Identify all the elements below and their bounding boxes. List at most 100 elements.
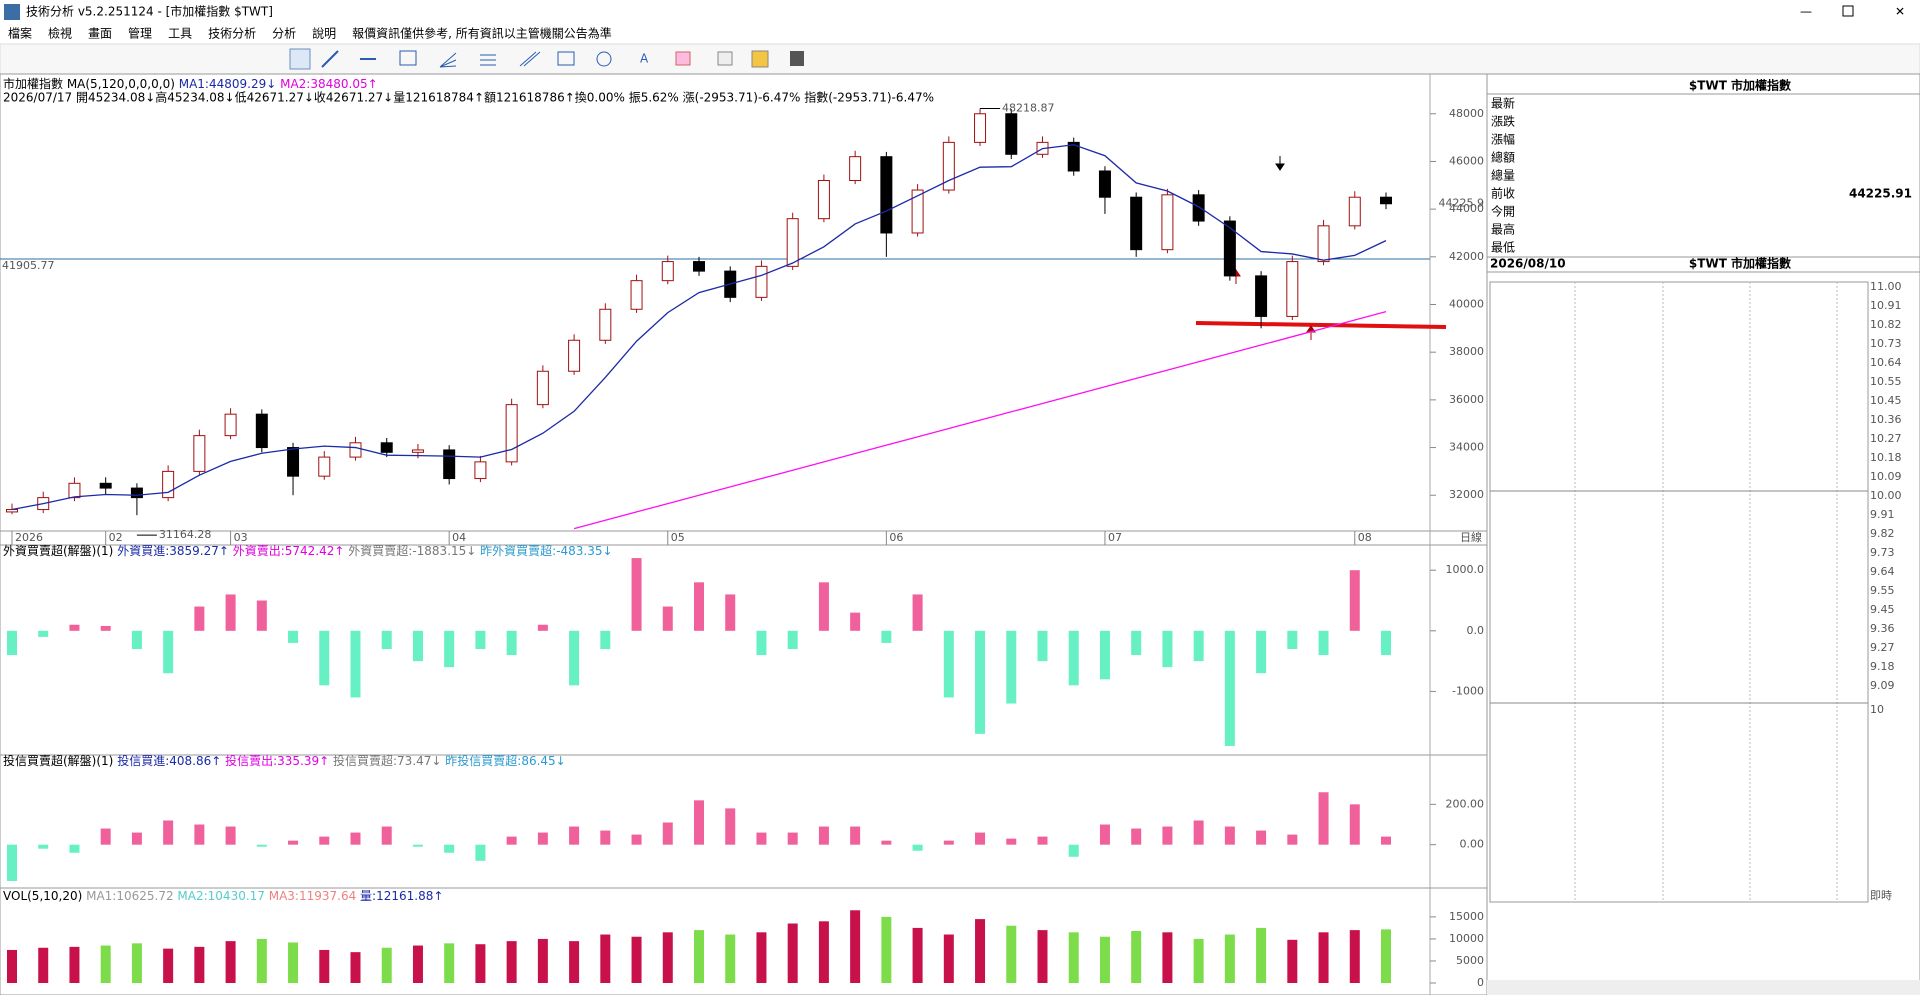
bar xyxy=(818,921,829,983)
bar xyxy=(787,630,798,649)
y-tick-label: 32000 xyxy=(1449,488,1484,501)
bar xyxy=(1131,828,1142,845)
candle-body xyxy=(380,442,393,453)
bar xyxy=(412,844,423,847)
bar xyxy=(600,830,611,845)
bar xyxy=(1256,830,1267,845)
tool-palette[interactable] xyxy=(751,50,769,68)
tool-channel[interactable] xyxy=(519,51,541,67)
bar xyxy=(1318,630,1329,656)
minimize[interactable]: — xyxy=(1800,5,1812,19)
bar xyxy=(1162,826,1173,845)
bar xyxy=(569,630,580,686)
bar xyxy=(225,594,236,631)
bar xyxy=(912,927,923,983)
menu-item[interactable]: 檔案 xyxy=(8,26,32,41)
header-item: 市加權指數 MA(5,120,0,0,0,0) xyxy=(3,76,179,91)
bar xyxy=(1193,938,1204,983)
bar xyxy=(818,582,829,631)
tab-strip[interactable] xyxy=(1487,980,1920,995)
quote-label: 前收 xyxy=(1491,186,1515,201)
tool-button[interactable] xyxy=(289,48,311,70)
low-annotation: 31164.28 xyxy=(159,528,212,541)
tool-fan[interactable] xyxy=(439,52,457,68)
bar xyxy=(1349,570,1360,631)
high-annotation: 48218.87 xyxy=(1002,102,1054,115)
panel-header: 外資買賣超(解盤)(1) 外資買進:3859.27↑ 外資賣出:5742.42↑… xyxy=(3,543,613,558)
minute-y-label: 10.27 xyxy=(1870,432,1902,445)
tool-copy[interactable] xyxy=(717,51,733,66)
menu-item[interactable]: 報價資訊僅供參考, 所有資訊以主管機關公告為準 xyxy=(352,26,612,41)
tool-save[interactable] xyxy=(790,51,804,66)
bar xyxy=(694,800,704,845)
tool-text[interactable]: A xyxy=(640,52,649,66)
menu-item[interactable]: 工具 xyxy=(168,27,192,41)
tool-line[interactable] xyxy=(321,50,339,68)
minute-y-label: 10.45 xyxy=(1870,394,1902,407)
menu-item[interactable]: 檢視 xyxy=(48,26,72,41)
bar xyxy=(912,594,923,631)
maximize[interactable] xyxy=(1842,5,1854,17)
candle-body xyxy=(599,308,612,341)
bar xyxy=(662,606,673,631)
tool-rect[interactable] xyxy=(557,51,575,66)
tool-fib[interactable] xyxy=(480,54,496,66)
bar xyxy=(881,840,892,845)
bar xyxy=(38,630,49,637)
bar xyxy=(787,923,798,983)
minute-y-label: 10.82 xyxy=(1870,318,1902,331)
menu-bar xyxy=(0,24,1920,44)
candle-body xyxy=(6,509,18,513)
x-tick-label: 02 xyxy=(109,531,123,544)
menu-item[interactable]: 分析 xyxy=(272,27,296,41)
drawn-line xyxy=(1195,321,1447,329)
bar xyxy=(1068,932,1079,983)
header-item: MA3:11937.64 xyxy=(269,889,360,903)
menu-item[interactable]: 畫面 xyxy=(88,26,112,41)
info-line: 2026/07/17 開45234.08↓高45234.08↓低42671.27… xyxy=(3,90,934,105)
header-item: 投信買進:408.86↑ xyxy=(117,753,225,768)
bar xyxy=(381,826,392,845)
y-tick-label: 48000 xyxy=(1449,107,1484,120)
bar xyxy=(38,844,49,849)
y-tick-label: 46000 xyxy=(1449,154,1484,167)
bar xyxy=(1193,630,1204,662)
header-item: 投信買賣超:73.47↓ xyxy=(333,753,445,768)
x-tick-label: 05 xyxy=(671,531,685,544)
candle-body xyxy=(1348,196,1361,227)
y-tick-label: 40000 xyxy=(1449,298,1484,311)
bar xyxy=(1006,838,1017,845)
candle-body xyxy=(911,189,924,234)
candle-body xyxy=(443,449,456,480)
quote-label: 今開 xyxy=(1491,204,1515,219)
tool-grid[interactable] xyxy=(399,50,417,66)
candle-body xyxy=(287,447,300,477)
x-tick-label: 2026 xyxy=(15,531,43,544)
menu-item[interactable]: 管理 xyxy=(128,26,152,41)
candle-body xyxy=(1192,194,1205,222)
minute-y-label: 9.91 xyxy=(1870,508,1895,521)
candle-body xyxy=(786,218,799,267)
bar xyxy=(912,844,923,851)
bar xyxy=(1099,936,1110,983)
chart-frame xyxy=(0,73,1488,996)
bar xyxy=(350,630,361,698)
bar xyxy=(975,630,986,734)
menu-item[interactable]: 說明 xyxy=(312,26,336,41)
tool-erase[interactable] xyxy=(675,51,691,66)
close[interactable]: ✕ xyxy=(1895,5,1905,19)
candle-body xyxy=(974,113,987,143)
candle-body xyxy=(224,413,237,437)
bar xyxy=(131,832,142,845)
candle-body xyxy=(162,470,175,499)
y-tick-label: 15000 xyxy=(1449,910,1484,923)
menu-item[interactable]: 技術分析 xyxy=(208,27,256,41)
bar xyxy=(381,630,392,649)
tool-ellipse[interactable] xyxy=(596,51,612,67)
bar xyxy=(1037,836,1048,845)
candle-body xyxy=(1161,194,1174,251)
candle-body xyxy=(568,339,581,372)
minute-y-label: 10.09 xyxy=(1870,470,1902,483)
bar xyxy=(1162,932,1173,983)
bar xyxy=(1068,844,1079,857)
